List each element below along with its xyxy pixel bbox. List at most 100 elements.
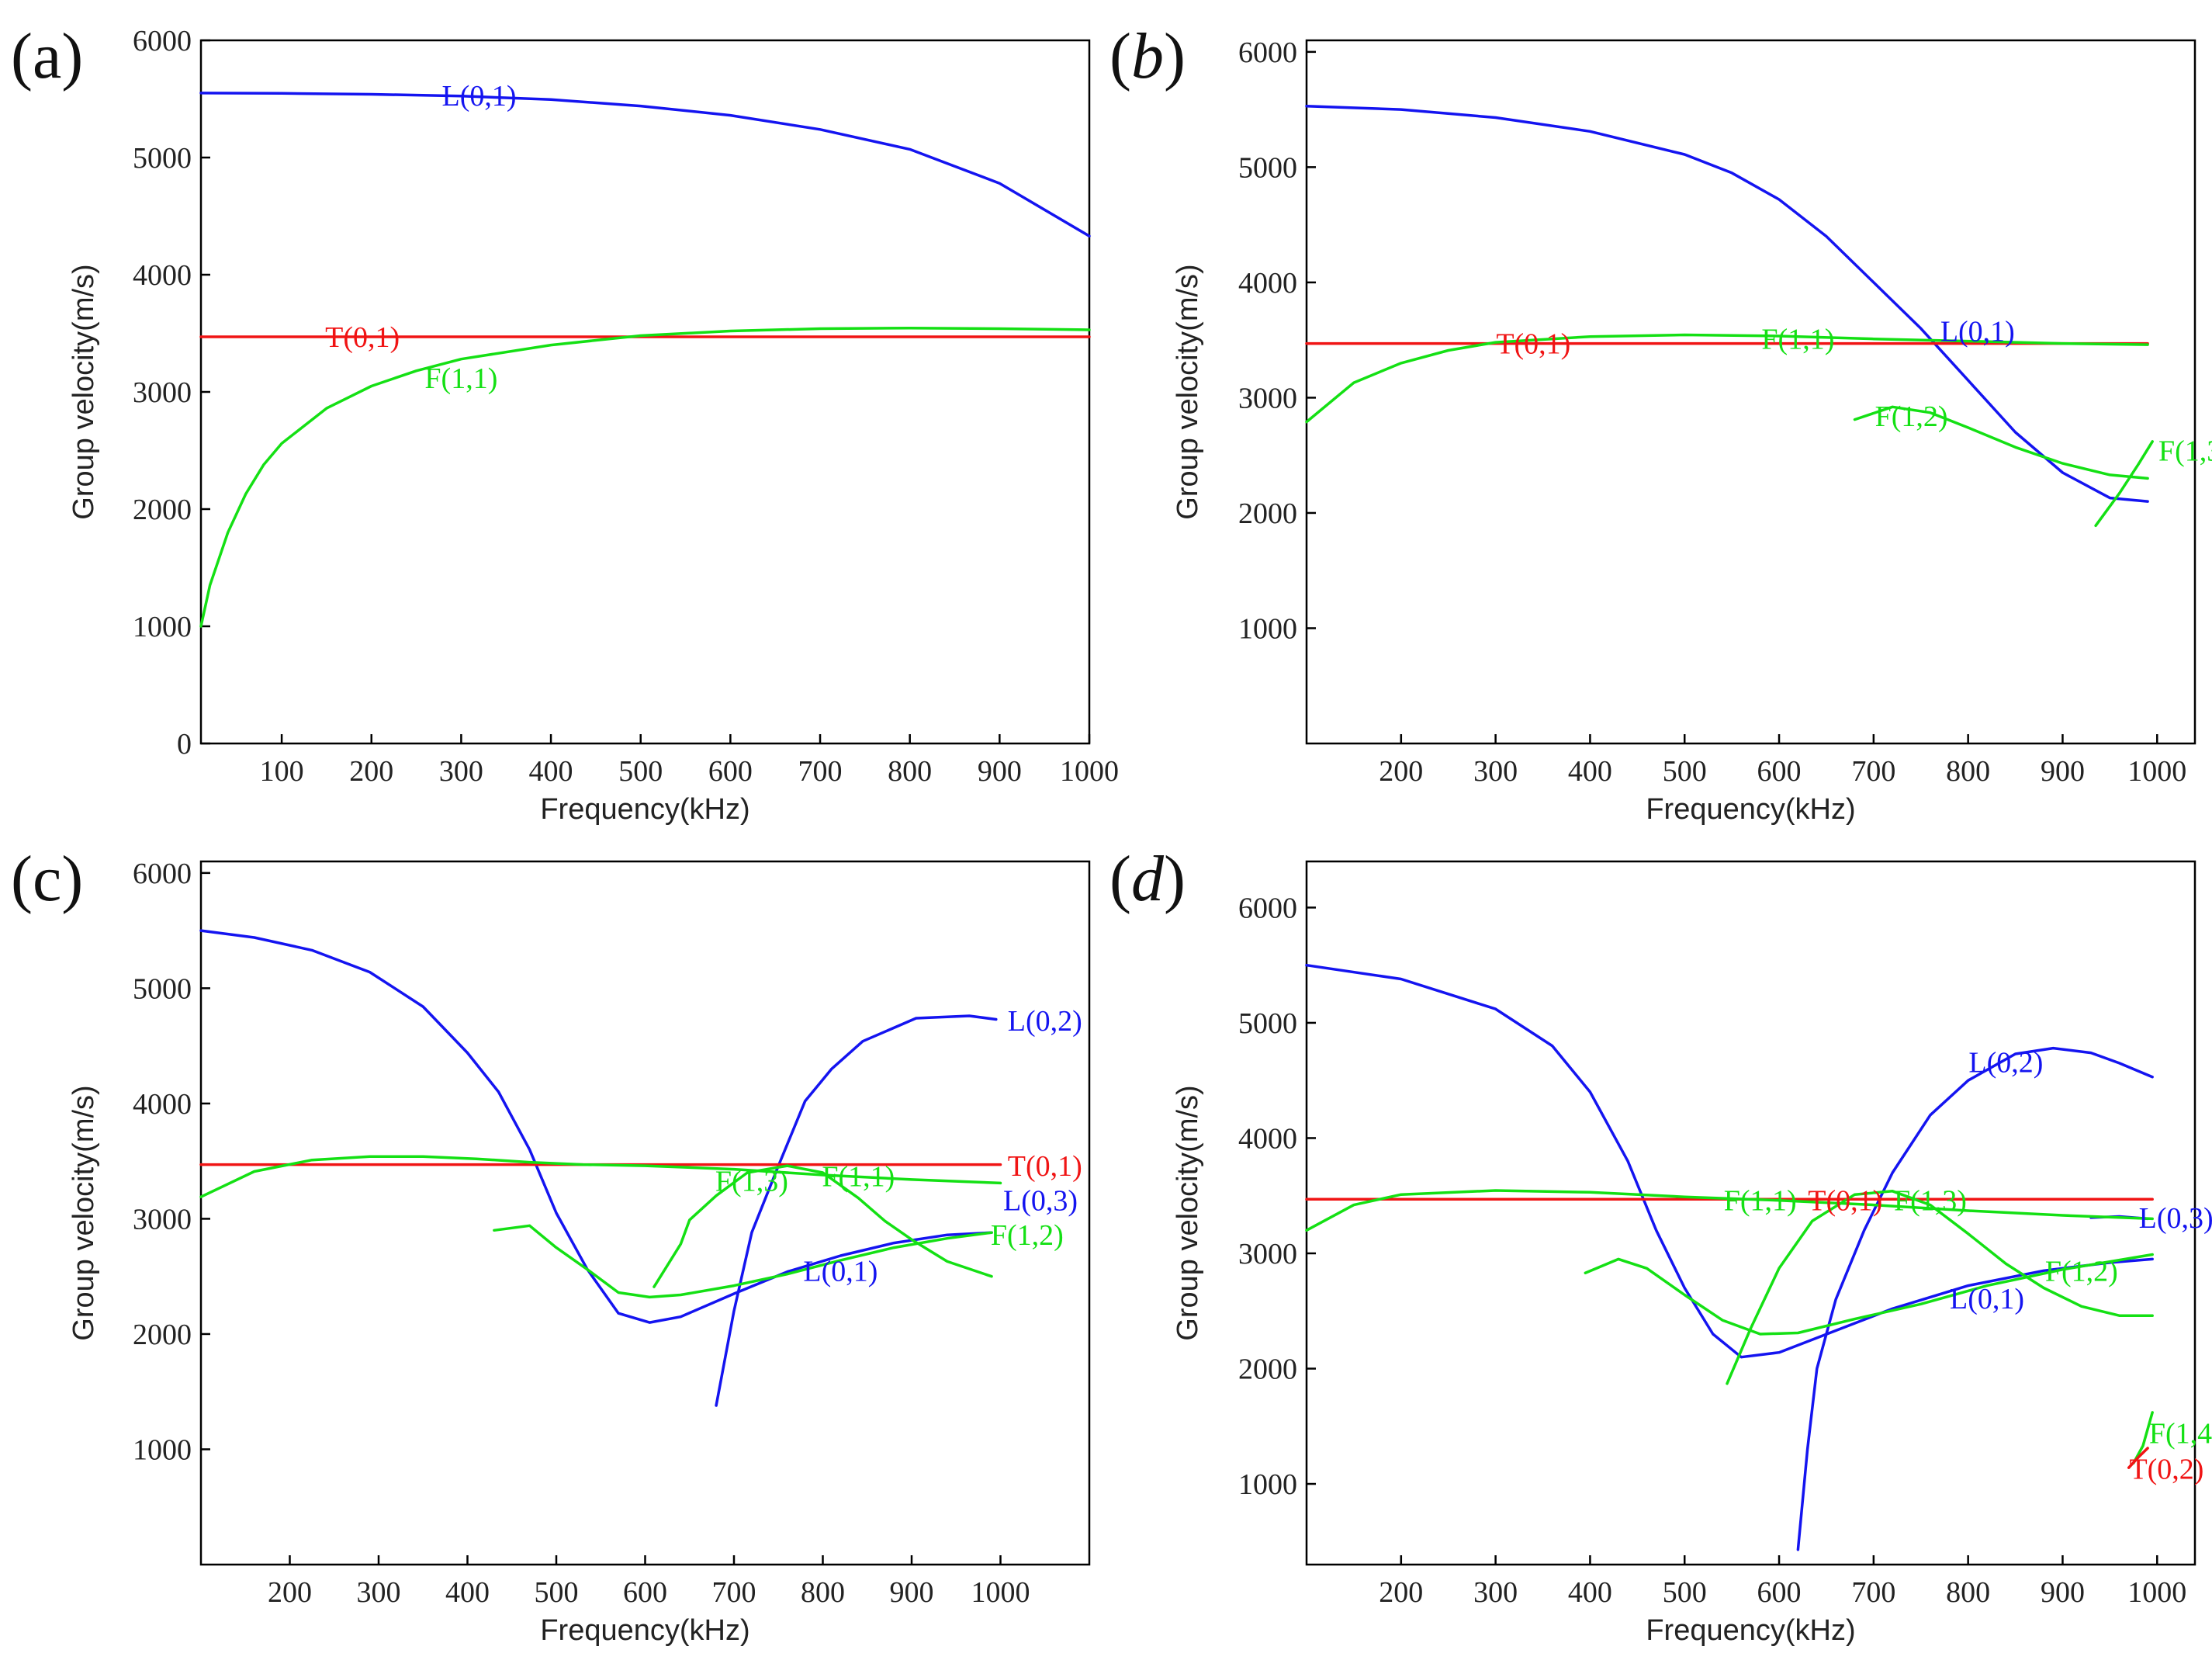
x-tick-label: 700 bbox=[1851, 1576, 1895, 1609]
y-tick-label: 6000 bbox=[1238, 892, 1297, 924]
x-tick-label: 900 bbox=[2041, 1576, 2085, 1609]
y-tick-label: 1000 bbox=[133, 1433, 192, 1466]
mode-label: T(0,1) bbox=[1496, 328, 1570, 361]
x-tick-label: 200 bbox=[349, 755, 393, 788]
x-tick-label: 400 bbox=[1568, 1576, 1612, 1609]
y-tick-label: 1000 bbox=[1238, 612, 1297, 645]
x-tick-label: 300 bbox=[1473, 1576, 1518, 1609]
plot-area-frame bbox=[1305, 860, 2196, 1566]
y-tick-label: 2000 bbox=[133, 1319, 192, 1351]
mode-label: L(0,1) bbox=[1940, 315, 2015, 348]
y-tick-label: 3000 bbox=[1238, 1238, 1297, 1270]
x-tick-label: 400 bbox=[529, 755, 573, 788]
x-axis-label: Frequency(kHz) bbox=[540, 793, 749, 826]
series-line-l01 bbox=[1305, 963, 2154, 1359]
x-tick-label: 800 bbox=[1946, 1576, 1990, 1609]
mode-label: L(0,3) bbox=[2139, 1202, 2212, 1235]
x-axis-label: Frequency(kHz) bbox=[540, 1614, 749, 1647]
x-axis-label: Frequency(kHz) bbox=[1646, 1614, 1855, 1647]
y-tick-label: 1000 bbox=[133, 611, 192, 643]
mode-label: T(0,1) bbox=[1808, 1185, 1882, 1218]
y-tick-label: 5000 bbox=[1238, 151, 1297, 184]
plot-area-frame bbox=[199, 860, 1091, 1566]
series-line-l02 bbox=[1796, 1046, 2154, 1551]
x-tick-label: 600 bbox=[1757, 755, 1802, 788]
mode-label: T(0,1) bbox=[325, 321, 400, 354]
series-line-l01 bbox=[1305, 104, 2149, 503]
mode-label: L(0,3) bbox=[1003, 1185, 1078, 1218]
series-line-f13 bbox=[2094, 440, 2154, 528]
y-tick-label: 5000 bbox=[1238, 1007, 1297, 1040]
mode-label: L(0,1) bbox=[442, 80, 517, 113]
x-axis-label: Frequency(kHz) bbox=[1646, 793, 1855, 826]
x-tick-label: 600 bbox=[1757, 1576, 1802, 1609]
x-tick-label: 900 bbox=[890, 1576, 934, 1609]
y-tick-label: 2000 bbox=[133, 494, 192, 526]
series-line-f13 bbox=[1726, 1190, 2154, 1385]
panel-letter: b bbox=[1131, 20, 1164, 92]
series-line-f11 bbox=[1305, 333, 2149, 424]
y-tick-label: 2000 bbox=[1238, 1353, 1297, 1386]
y-tick-label: 3000 bbox=[133, 376, 192, 409]
mode-label: L(0,1) bbox=[1950, 1283, 2024, 1315]
x-tick-label: 800 bbox=[888, 755, 932, 788]
x-tick-label: 1000 bbox=[2127, 755, 2186, 788]
chart-panel-3: 200 300 400 500 600 700 800 900 1000 1000 2000 3000… bbox=[1109, 843, 2212, 1647]
series-line-f11 bbox=[199, 326, 1091, 628]
mode-label: T(0,1) bbox=[1008, 1150, 1082, 1183]
x-tick-label: 500 bbox=[1663, 1576, 1707, 1609]
plot-area-frame bbox=[1305, 39, 2196, 745]
y-tick-label: 4000 bbox=[1238, 267, 1297, 300]
x-tick-label: 1000 bbox=[971, 1576, 1030, 1609]
y-tick-label: 3000 bbox=[1238, 382, 1297, 414]
y-tick-label: 5000 bbox=[133, 972, 192, 1005]
mode-label: F(1,4) bbox=[2149, 1418, 2212, 1450]
y-tick-label: 0 bbox=[177, 728, 192, 761]
y-tick-label: 4000 bbox=[133, 1088, 192, 1121]
mode-label: T(0,2) bbox=[2129, 1454, 2203, 1486]
mode-label: F(1,1) bbox=[1724, 1185, 1797, 1218]
chart-panel-1: 200 300 400 500 600 700 800 900 1000 1000 2000 3000… bbox=[1109, 20, 2212, 826]
x-tick-label: 200 bbox=[1379, 1576, 1423, 1609]
y-tick-label: 2000 bbox=[1238, 497, 1297, 530]
y-axis-label: Group velocity(m/s) bbox=[68, 264, 100, 519]
x-tick-label: 700 bbox=[798, 755, 843, 788]
x-tick-label: 900 bbox=[978, 755, 1022, 788]
panel-label: (a) bbox=[11, 20, 83, 92]
series-line-t02 bbox=[2127, 1447, 2149, 1469]
x-tick-label: 700 bbox=[712, 1576, 756, 1609]
plot-area-frame bbox=[199, 39, 1091, 745]
x-tick-label: 300 bbox=[357, 1576, 401, 1609]
x-tick-label: 300 bbox=[439, 755, 483, 788]
y-tick-label: 6000 bbox=[133, 25, 192, 57]
mode-label: F(1,1) bbox=[424, 362, 497, 395]
mode-label: L(0,2) bbox=[1968, 1046, 2043, 1079]
mode-label: F(1,2) bbox=[991, 1219, 1064, 1252]
y-tick-label: 3000 bbox=[133, 1203, 192, 1236]
x-tick-label: 500 bbox=[1663, 755, 1707, 788]
mode-label: L(0,1) bbox=[803, 1255, 878, 1288]
x-tick-label: 900 bbox=[2041, 755, 2085, 788]
x-tick-label: 600 bbox=[623, 1576, 667, 1609]
y-tick-label: 4000 bbox=[133, 259, 192, 292]
panel-label: (c) bbox=[11, 843, 83, 915]
series-line-l01 bbox=[199, 92, 1091, 237]
y-tick-label: 6000 bbox=[1238, 36, 1297, 69]
x-tick-label: 500 bbox=[535, 1576, 579, 1609]
series-line-f11 bbox=[199, 1155, 1002, 1198]
mode-label: F(1,1) bbox=[1761, 324, 1834, 356]
chart-panel-0: 100 200 300 400 500 600 700 800 900 1000 0 1000 2000… bbox=[11, 20, 1119, 826]
series-line-f13 bbox=[653, 1164, 993, 1288]
chart-panel-2: 200 300 400 500 600 700 800 900 1000 1000 2000 3000… bbox=[11, 843, 1091, 1647]
series-line-l02 bbox=[715, 1014, 998, 1407]
mode-label: F(1,2) bbox=[2045, 1255, 2118, 1288]
y-axis-label: Group velocity(m/s) bbox=[1172, 264, 1204, 519]
y-tick-label: 5000 bbox=[133, 142, 192, 175]
y-tick-label: 6000 bbox=[133, 858, 192, 890]
y-axis-label: Group velocity(m/s) bbox=[1172, 1085, 1204, 1340]
x-tick-label: 800 bbox=[1946, 755, 1990, 788]
x-tick-label: 800 bbox=[801, 1576, 845, 1609]
x-tick-label: 200 bbox=[1379, 755, 1423, 788]
x-tick-label: 700 bbox=[1851, 755, 1895, 788]
